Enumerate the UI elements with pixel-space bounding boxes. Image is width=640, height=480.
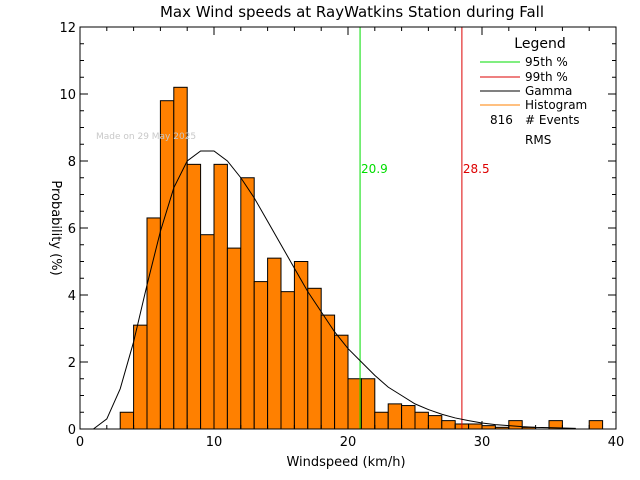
histogram-bar xyxy=(414,411,429,430)
y-tick-label: 4 xyxy=(68,289,76,304)
histogram-bar xyxy=(267,257,282,430)
histogram-bar xyxy=(387,403,403,430)
y-tick-label: 8 xyxy=(68,155,76,170)
histogram-bar xyxy=(468,423,483,430)
histogram-bar xyxy=(200,234,215,430)
histogram-bar xyxy=(508,420,523,430)
histogram-bar xyxy=(441,420,456,430)
y-tick-label: 12 xyxy=(59,21,76,36)
legend-label-histogram: Histogram xyxy=(525,98,587,112)
percentile-label: 20.9 xyxy=(361,162,388,176)
y-tick-label: 0 xyxy=(68,423,76,438)
histogram-bar xyxy=(334,334,349,430)
watermark: Made on 29 May 2025 xyxy=(96,132,196,142)
histogram-bar xyxy=(186,163,202,430)
legend-label-95th: 95th % xyxy=(525,55,568,69)
legend-events-label: # Events xyxy=(525,113,580,127)
legend-label-gamma: Gamma xyxy=(525,84,572,98)
histogram-bar xyxy=(213,163,228,430)
x-axis-label: Windspeed (km/h) xyxy=(286,455,405,470)
histogram-bar xyxy=(159,100,175,430)
gamma-curve xyxy=(93,150,576,430)
legend: Legend 95th % 99th % Gamma Histogram 816… xyxy=(480,36,587,147)
histogram-bar xyxy=(253,281,269,430)
histogram-bar xyxy=(293,261,309,430)
y-tick-label: 10 xyxy=(59,88,76,103)
percentile-label: 28.5 xyxy=(463,162,490,176)
histogram-bar xyxy=(240,177,255,430)
x-tick-label: 40 xyxy=(608,435,625,450)
y-tick-label: 6 xyxy=(68,222,76,237)
histogram-bar xyxy=(146,217,161,430)
chart-title: Max Wind speeds at RayWatkins Station du… xyxy=(160,3,544,21)
percentile-lines: 20.9 28.5 xyxy=(359,27,490,429)
histogram-bars xyxy=(119,86,604,430)
x-tick-label: 30 xyxy=(474,435,491,450)
histogram-bar xyxy=(320,314,336,430)
y-axis-ticks: 0 2 4 6 8 10 12 xyxy=(59,21,616,438)
histogram-bar xyxy=(226,247,242,430)
y-axis-label: Probability (%) xyxy=(48,180,63,275)
histogram-bar xyxy=(401,405,416,430)
x-tick-label: 0 xyxy=(76,435,84,450)
legend-title: Legend xyxy=(514,36,565,52)
histogram-bar xyxy=(588,420,604,430)
legend-events-count: 816 xyxy=(490,113,513,127)
histogram-bar xyxy=(119,411,135,430)
x-tick-label: 20 xyxy=(340,435,357,450)
legend-rms-label: RMS xyxy=(525,133,551,147)
legend-label-99th: 99th % xyxy=(525,70,568,84)
x-axis-ticks: 0 10 20 30 40 xyxy=(76,27,624,450)
histogram-bar xyxy=(374,411,389,430)
y-tick-label: 2 xyxy=(68,356,76,371)
histogram-bar xyxy=(481,425,496,430)
histogram-bar xyxy=(347,378,362,430)
histogram-bar xyxy=(280,291,295,430)
histogram-bar xyxy=(427,415,443,430)
histogram-bar xyxy=(360,378,376,430)
histogram-bar xyxy=(133,324,148,430)
x-tick-label: 10 xyxy=(206,435,223,450)
